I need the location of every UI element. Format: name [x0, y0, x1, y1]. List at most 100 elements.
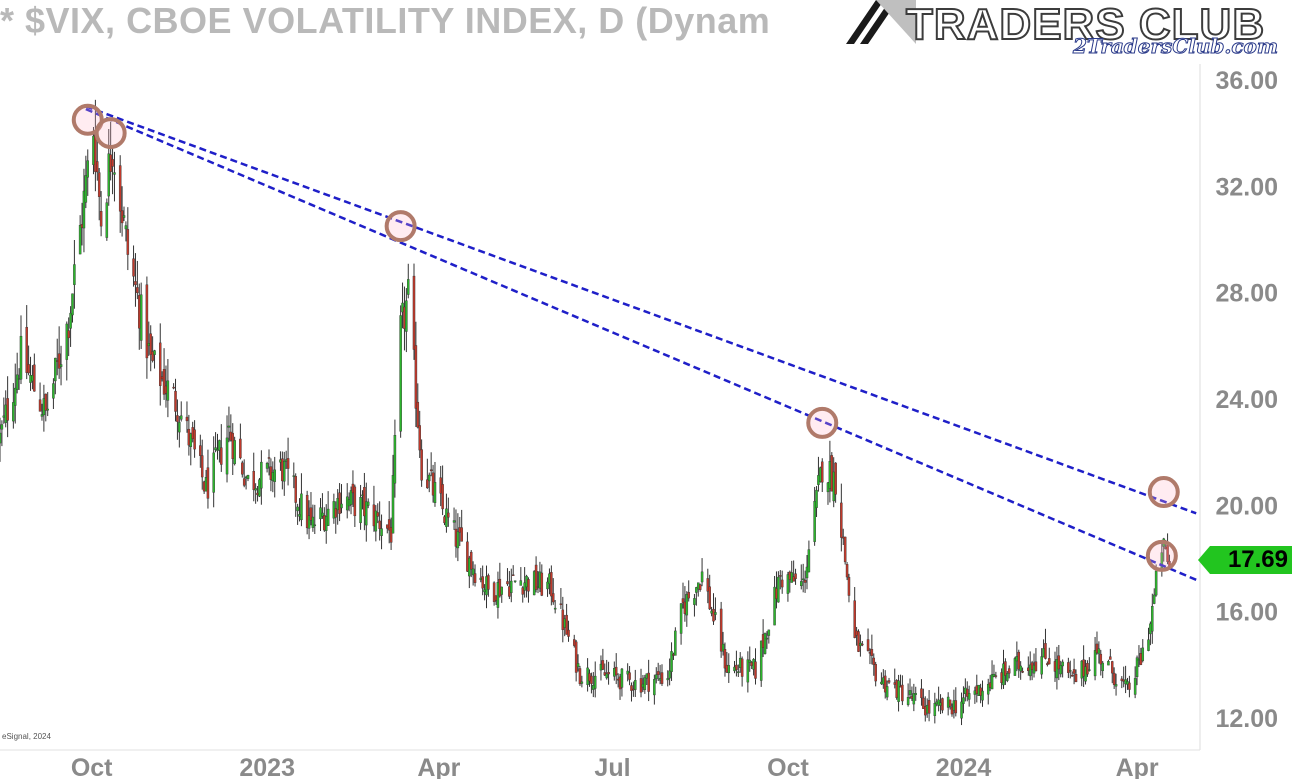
candle-body: [1057, 655, 1061, 670]
candle-body: [124, 225, 128, 230]
candle-body: [698, 584, 702, 590]
candle-body: [1017, 651, 1021, 670]
candle-body: [1070, 675, 1074, 677]
candle-body: [452, 520, 456, 523]
candle-body: [311, 516, 315, 528]
candle-body: [118, 165, 122, 212]
candle-body: [241, 462, 244, 475]
candle-body: [206, 467, 210, 499]
candle-body: [1099, 653, 1103, 665]
candle-body: [378, 520, 381, 529]
candle-body: [481, 576, 484, 589]
trendline: [85, 105, 1197, 515]
y-tick-label: 12.00: [1215, 705, 1278, 733]
candle-body: [59, 364, 63, 367]
candle-body: [786, 574, 790, 594]
candle-body: [954, 700, 958, 714]
candle-body: [214, 447, 217, 451]
candle-body: [737, 671, 740, 673]
candle-body: [178, 422, 181, 433]
candle-body: [199, 445, 202, 456]
candle-body: [52, 383, 55, 399]
candle-body: [82, 190, 86, 229]
candle-body: [712, 608, 715, 622]
candle-body: [813, 500, 816, 542]
candle-body: [365, 501, 368, 526]
candle-body: [960, 701, 963, 719]
candle-body: [473, 573, 477, 583]
candle-body: [706, 578, 710, 592]
x-tick-label: Apr: [1116, 754, 1159, 779]
last-price-tag: 17.69: [1198, 546, 1292, 574]
candle-body: [38, 399, 42, 412]
candle-body: [242, 478, 246, 486]
candle-body: [218, 440, 221, 451]
candle-body: [0, 432, 2, 444]
candle-body: [233, 440, 236, 465]
candle-body: [313, 524, 317, 527]
candle-body: [391, 475, 395, 534]
candle-body: [447, 512, 450, 518]
candle-body: [105, 202, 109, 238]
candle-body: [601, 660, 605, 670]
candle-body: [25, 326, 28, 373]
candle-body: [349, 490, 353, 505]
candle-body: [132, 258, 135, 277]
candle-body: [387, 519, 391, 531]
candle-body: [685, 594, 689, 616]
candle-body: [487, 575, 490, 590]
candle-body: [1112, 672, 1116, 685]
candle-body: [872, 657, 876, 666]
candle-body: [513, 580, 517, 582]
candle-body: [426, 479, 429, 489]
candle-body: [193, 429, 196, 450]
candle-body: [1086, 662, 1089, 675]
candle-body: [853, 600, 856, 638]
candle-body: [296, 506, 299, 512]
candle-body: [471, 568, 475, 576]
x-tick-label: Oct: [71, 754, 113, 779]
candle-body: [807, 549, 811, 573]
candle-body: [418, 425, 421, 451]
candle-body: [866, 639, 870, 651]
candle-body: [821, 461, 824, 483]
candle-body: [466, 541, 469, 572]
touch-point-marker: [1145, 539, 1178, 572]
candle-body: [920, 688, 923, 699]
candle-body: [414, 345, 418, 409]
candle-body: [15, 374, 19, 390]
candle-body: [40, 414, 44, 417]
candle-body: [914, 693, 917, 695]
candle-body: [553, 607, 557, 610]
candle-body: [574, 641, 578, 673]
candle-body: [805, 566, 809, 579]
candle-body: [780, 579, 784, 588]
candle-body: [0, 424, 4, 430]
candle-body: [1110, 661, 1114, 674]
candle-body: [643, 677, 647, 690]
candle-body: [1034, 661, 1038, 672]
candle-body: [1061, 661, 1064, 667]
candle-body: [800, 581, 803, 587]
candle-body: [887, 680, 891, 683]
y-axis-panel: [1200, 40, 1292, 750]
candle-body: [679, 603, 683, 634]
candle-body: [136, 287, 139, 294]
candle-body: [225, 437, 229, 475]
candle-body: [534, 564, 538, 590]
candle-body: [254, 488, 257, 491]
candle-body: [445, 508, 448, 527]
candle-body: [153, 350, 156, 355]
candle-body: [727, 665, 731, 674]
candle-body: [1095, 643, 1099, 654]
candle-body: [1019, 665, 1022, 672]
candle-body: [172, 386, 175, 389]
candle-body: [948, 699, 952, 707]
candle-body: [1028, 664, 1032, 677]
candle-body: [834, 462, 837, 495]
candle-body: [801, 578, 805, 581]
candle-body: [1101, 662, 1104, 672]
candle-body: [815, 489, 818, 508]
y-tick-label: 16.00: [1215, 599, 1278, 627]
candle-body: [941, 698, 944, 711]
